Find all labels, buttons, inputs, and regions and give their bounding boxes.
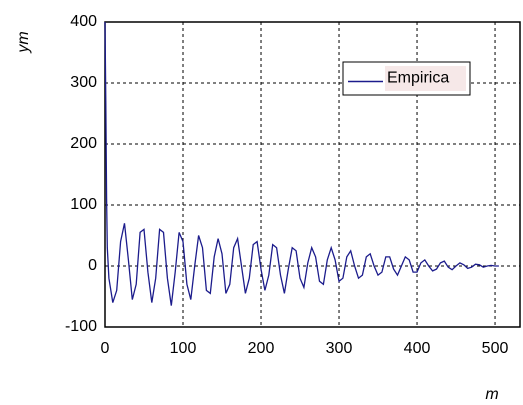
x-tick-label: 300 [326, 340, 353, 357]
y-tick-label: 200 [70, 135, 97, 152]
data-line [104, 21, 499, 306]
y-tick-label: 0 [88, 257, 97, 274]
plot-frame [104, 21, 521, 328]
x-tick-label: 100 [170, 340, 197, 357]
y-tick-label: 300 [70, 74, 97, 91]
legend-label: Empirica [387, 70, 449, 87]
y-tick-label: 100 [70, 196, 97, 213]
x-axis-label: m [485, 386, 498, 403]
x-tick-label: 0 [101, 340, 110, 357]
y-tick-label: 400 [70, 13, 97, 30]
x-tick-label: 400 [404, 340, 431, 357]
legend-text-bg [385, 66, 466, 91]
y-tick-label: -100 [65, 318, 97, 335]
x-tick-label: 500 [482, 340, 509, 357]
x-tick-label: 200 [248, 340, 275, 357]
y-axis-label: ym [15, 31, 32, 53]
